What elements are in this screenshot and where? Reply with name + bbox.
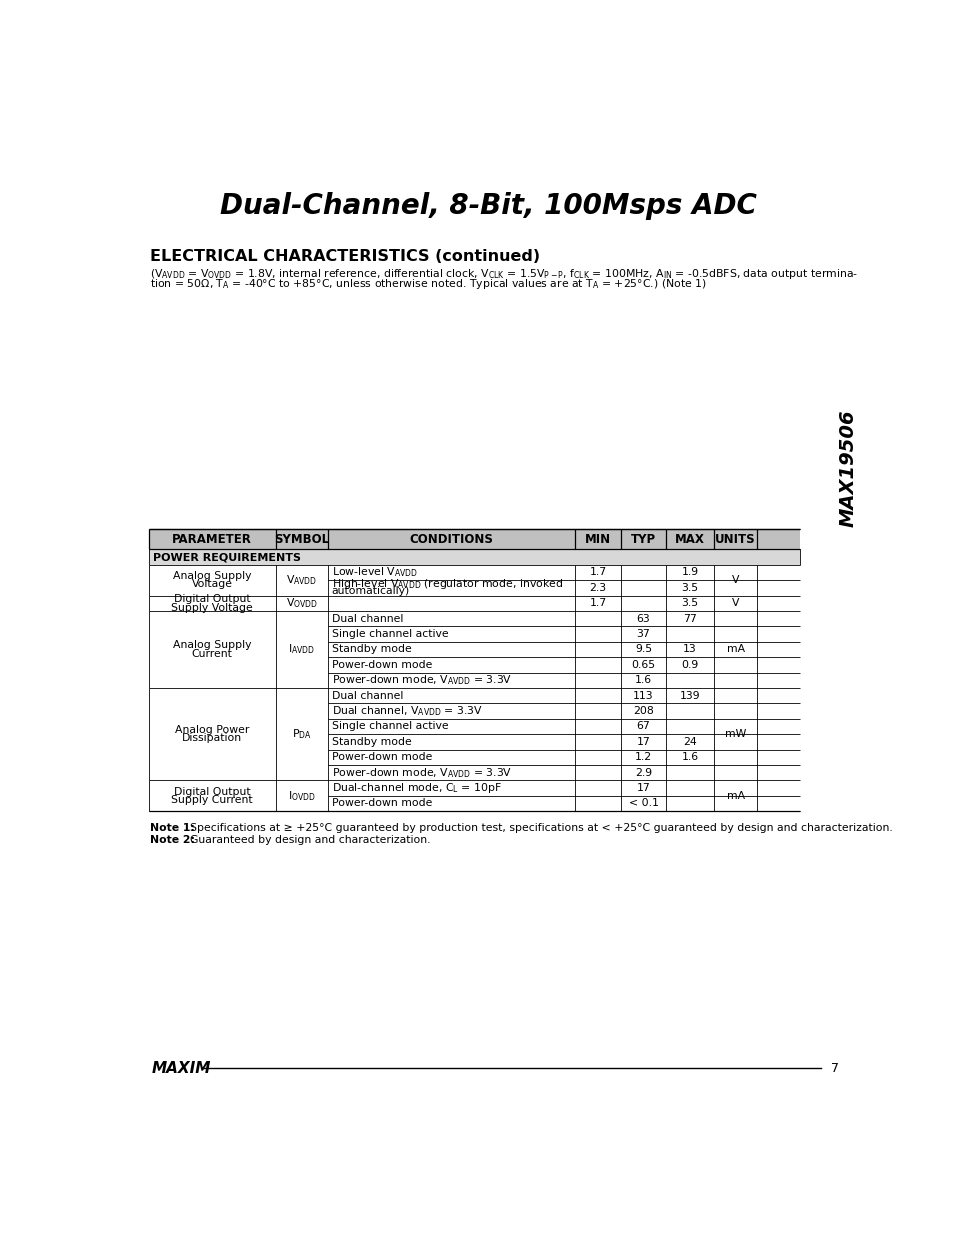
Text: Standby mode: Standby mode [332, 737, 411, 747]
Text: I$_{\mathregular{AVDD}}$: I$_{\mathregular{AVDD}}$ [288, 642, 314, 656]
Text: 24: 24 [682, 737, 696, 747]
Text: Supply Voltage: Supply Voltage [172, 603, 253, 613]
Text: Dual-channel mode, C$_{\mathregular{L}}$ = 10pF: Dual-channel mode, C$_{\mathregular{L}}$… [332, 781, 501, 795]
Text: Specifications at ≥ +25°C guaranteed by production test, specifications at < +25: Specifications at ≥ +25°C guaranteed by … [183, 824, 892, 834]
Text: SYMBOL: SYMBOL [274, 532, 329, 546]
Text: 63: 63 [636, 614, 650, 624]
Text: CONDITIONS: CONDITIONS [409, 532, 493, 546]
Text: 0.65: 0.65 [631, 659, 655, 669]
Text: 9.5: 9.5 [635, 645, 651, 655]
Text: mA: mA [726, 790, 744, 800]
Text: 37: 37 [636, 629, 650, 638]
Text: Note 1:: Note 1: [150, 824, 195, 834]
Text: Power-down mode: Power-down mode [332, 659, 432, 669]
Text: Note 2:: Note 2: [150, 835, 195, 845]
Text: High-level V$_{\mathregular{AVDD}}$ (regulator mode, invoked: High-level V$_{\mathregular{AVDD}}$ (reg… [332, 578, 562, 592]
Text: 2.9: 2.9 [635, 768, 651, 778]
Text: POWER REQUIREMENTS: POWER REQUIREMENTS [152, 552, 300, 562]
Text: 1.7: 1.7 [589, 567, 606, 578]
Text: Power-down mode: Power-down mode [332, 752, 432, 762]
Text: Voltage: Voltage [192, 579, 233, 589]
Text: TYP: TYP [630, 532, 656, 546]
Text: 208: 208 [633, 706, 653, 716]
Text: 17: 17 [636, 737, 650, 747]
Text: MAXIM: MAXIM [152, 1061, 211, 1076]
Text: < 0.1: < 0.1 [628, 799, 658, 809]
Text: Current: Current [192, 648, 233, 658]
Text: 67: 67 [636, 721, 650, 731]
Text: Standby mode: Standby mode [332, 645, 411, 655]
Text: Low-level V$_{\mathregular{AVDD}}$: Low-level V$_{\mathregular{AVDD}}$ [332, 566, 417, 579]
Text: 3.5: 3.5 [680, 583, 698, 593]
Text: Digital Output: Digital Output [173, 787, 251, 797]
Text: V$_{\mathregular{AVDD}}$: V$_{\mathregular{AVDD}}$ [286, 573, 317, 587]
Text: Analog Power: Analog Power [174, 725, 249, 735]
Text: MIN: MIN [584, 532, 610, 546]
Text: V: V [731, 598, 739, 609]
Text: MAX19506: MAX19506 [838, 409, 857, 526]
Text: 1.7: 1.7 [589, 598, 606, 609]
Text: Analog Supply: Analog Supply [172, 640, 252, 651]
Text: MAX: MAX [675, 532, 704, 546]
Text: 17: 17 [636, 783, 650, 793]
Bar [149, 550, 799, 564]
Text: Analog Supply: Analog Supply [172, 571, 252, 580]
Text: 0.9: 0.9 [680, 659, 698, 669]
Text: Single channel active: Single channel active [332, 721, 448, 731]
Text: 139: 139 [679, 690, 700, 700]
Text: PARAMETER: PARAMETER [172, 532, 252, 546]
Text: Supply Current: Supply Current [172, 795, 253, 805]
Text: 1.2: 1.2 [635, 752, 651, 762]
Text: 1.6: 1.6 [680, 752, 698, 762]
Text: 7: 7 [830, 1062, 838, 1074]
Text: Digital Output: Digital Output [173, 594, 251, 604]
Text: Power-down mode, V$_{\mathregular{AVDD}}$ = 3.3V: Power-down mode, V$_{\mathregular{AVDD}}… [332, 673, 511, 687]
Text: Dual channel: Dual channel [332, 614, 402, 624]
Text: P$_{\mathregular{DA}}$: P$_{\mathregular{DA}}$ [292, 727, 312, 741]
Text: V$_{\mathregular{OVDD}}$: V$_{\mathregular{OVDD}}$ [285, 597, 317, 610]
Text: Dissipation: Dissipation [182, 734, 242, 743]
Text: Dual-Channel, 8-Bit, 100Msps ADC: Dual-Channel, 8-Bit, 100Msps ADC [220, 191, 757, 220]
Text: Power-down mode: Power-down mode [332, 799, 432, 809]
Text: 77: 77 [682, 614, 696, 624]
Text: tion = 50$\Omega$, T$_{\mathregular{A}}$ = -40°C to +85°C, unless otherwise note: tion = 50$\Omega$, T$_{\mathregular{A}}$… [150, 278, 706, 291]
Text: V: V [731, 576, 739, 585]
Text: Dual channel, V$_{\mathregular{AVDD}}$ = 3.3V: Dual channel, V$_{\mathregular{AVDD}}$ =… [332, 704, 482, 718]
Text: Single channel active: Single channel active [332, 629, 448, 638]
Text: ELECTRICAL CHARACTERISTICS (continued): ELECTRICAL CHARACTERISTICS (continued) [150, 248, 539, 263]
Text: Guaranteed by design and characterization.: Guaranteed by design and characterizatio… [183, 835, 430, 845]
Text: (V$_{\mathregular{AVDD}}$ = V$_{\mathregular{OVDD}}$ = 1.8V, internal reference,: (V$_{\mathregular{AVDD}}$ = V$_{\mathreg… [150, 267, 858, 280]
Text: 1.6: 1.6 [635, 676, 651, 685]
Bar [149, 530, 799, 550]
Text: 1.9: 1.9 [680, 567, 698, 578]
Text: I$_{\mathregular{OVDD}}$: I$_{\mathregular{OVDD}}$ [288, 789, 315, 803]
Text: automatically): automatically) [332, 587, 410, 597]
Text: 113: 113 [633, 690, 653, 700]
Text: 2.3: 2.3 [589, 583, 606, 593]
Text: 13: 13 [682, 645, 696, 655]
Text: Power-down mode, V$_{\mathregular{AVDD}}$ = 3.3V: Power-down mode, V$_{\mathregular{AVDD}}… [332, 766, 511, 779]
Text: mA: mA [726, 645, 744, 655]
Text: 3.5: 3.5 [680, 598, 698, 609]
Text: mW: mW [724, 729, 745, 740]
Text: Dual channel: Dual channel [332, 690, 402, 700]
Text: UNITS: UNITS [715, 532, 755, 546]
